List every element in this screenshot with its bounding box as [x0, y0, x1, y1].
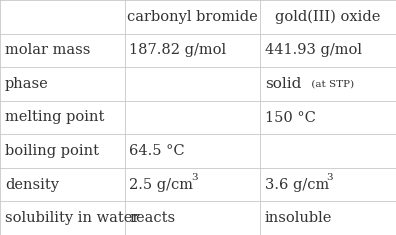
Text: gold(III) oxide: gold(III) oxide [275, 10, 381, 24]
Text: 64.5 °C: 64.5 °C [129, 144, 185, 158]
Text: 2.5 g/cm: 2.5 g/cm [129, 178, 194, 192]
Text: 3: 3 [191, 173, 198, 182]
Text: boiling point: boiling point [5, 144, 99, 158]
Text: 441.93 g/mol: 441.93 g/mol [265, 43, 362, 57]
Text: carbonyl bromide: carbonyl bromide [127, 10, 258, 24]
Text: solubility in water: solubility in water [5, 211, 139, 225]
Text: melting point: melting point [5, 110, 104, 125]
Text: phase: phase [5, 77, 48, 91]
Text: molar mass: molar mass [5, 43, 90, 57]
Text: insoluble: insoluble [265, 211, 332, 225]
Text: 187.82 g/mol: 187.82 g/mol [129, 43, 227, 57]
Text: 3: 3 [326, 173, 333, 182]
Text: density: density [5, 178, 59, 192]
Text: reacts: reacts [129, 211, 175, 225]
Text: 150 °C: 150 °C [265, 110, 316, 125]
Text: 3.6 g/cm: 3.6 g/cm [265, 178, 329, 192]
Text: (at STP): (at STP) [308, 79, 354, 88]
Text: solid: solid [265, 77, 301, 91]
